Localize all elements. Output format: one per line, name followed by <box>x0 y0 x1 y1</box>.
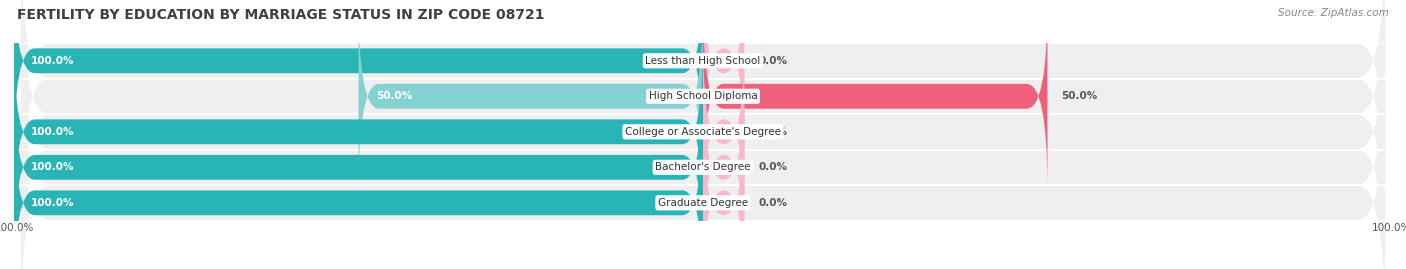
Text: 100.0%: 100.0% <box>31 162 75 172</box>
Text: FERTILITY BY EDUCATION BY MARRIAGE STATUS IN ZIP CODE 08721: FERTILITY BY EDUCATION BY MARRIAGE STATU… <box>17 8 544 22</box>
FancyBboxPatch shape <box>14 38 703 226</box>
Text: 100.0%: 100.0% <box>31 198 75 208</box>
Text: 100.0%: 100.0% <box>31 127 75 137</box>
Text: Bachelor's Degree: Bachelor's Degree <box>655 162 751 172</box>
FancyBboxPatch shape <box>14 73 703 261</box>
FancyBboxPatch shape <box>359 2 703 190</box>
FancyBboxPatch shape <box>703 0 744 155</box>
FancyBboxPatch shape <box>21 0 1385 185</box>
Text: Graduate Degree: Graduate Degree <box>658 198 748 208</box>
FancyBboxPatch shape <box>21 78 1385 269</box>
FancyBboxPatch shape <box>703 109 744 269</box>
FancyBboxPatch shape <box>703 2 1047 190</box>
Text: Less than High School: Less than High School <box>645 56 761 66</box>
FancyBboxPatch shape <box>703 38 744 226</box>
Text: 50.0%: 50.0% <box>375 91 412 101</box>
Text: 50.0%: 50.0% <box>1062 91 1098 101</box>
Text: 0.0%: 0.0% <box>758 198 787 208</box>
FancyBboxPatch shape <box>703 73 744 261</box>
FancyBboxPatch shape <box>14 0 703 155</box>
FancyBboxPatch shape <box>21 0 1385 221</box>
Text: 0.0%: 0.0% <box>758 162 787 172</box>
Text: College or Associate's Degree: College or Associate's Degree <box>626 127 780 137</box>
FancyBboxPatch shape <box>21 7 1385 256</box>
Text: 100.0%: 100.0% <box>31 56 75 66</box>
FancyBboxPatch shape <box>14 109 703 269</box>
Text: 0.0%: 0.0% <box>758 56 787 66</box>
Text: 0.0%: 0.0% <box>758 127 787 137</box>
Text: High School Diploma: High School Diploma <box>648 91 758 101</box>
FancyBboxPatch shape <box>21 43 1385 269</box>
Text: Source: ZipAtlas.com: Source: ZipAtlas.com <box>1278 8 1389 18</box>
